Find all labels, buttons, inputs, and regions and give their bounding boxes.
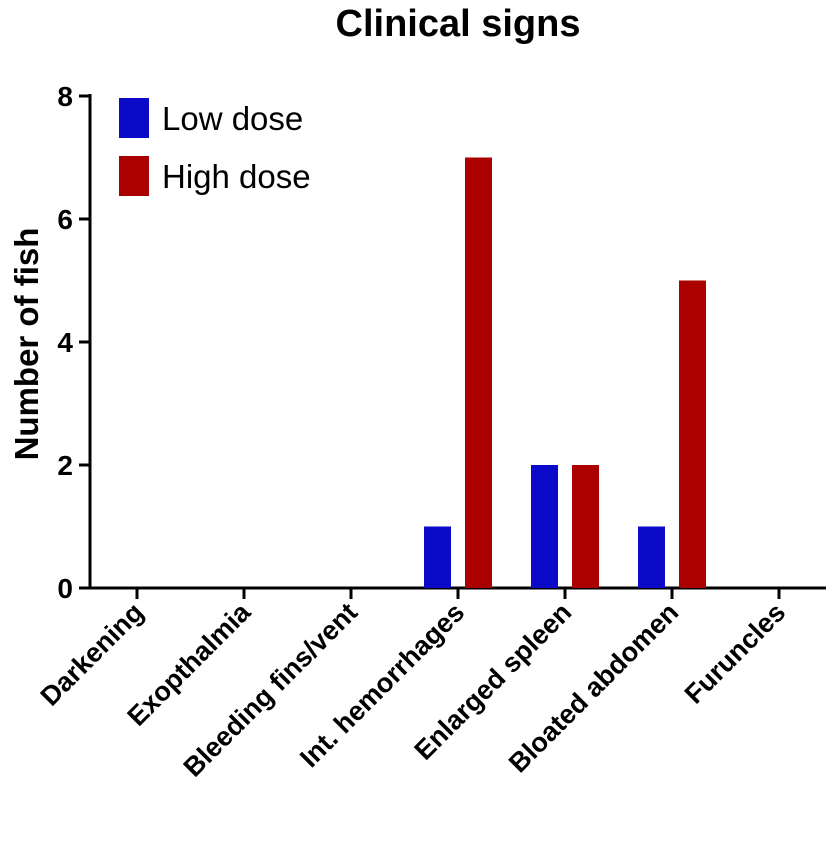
bar-high-dose-int-hemorrhages	[465, 157, 492, 588]
y-tick-label: 4	[57, 327, 73, 358]
y-tick-label: 8	[57, 81, 73, 112]
y-axis-label: Number of fish	[8, 228, 45, 461]
bar-low-dose-int-hemorrhages	[424, 526, 451, 588]
legend-swatch-high-dose	[119, 156, 149, 196]
legend: Low dose High dose	[119, 98, 311, 196]
bars	[424, 157, 706, 588]
legend-label-high-dose: High dose	[162, 158, 311, 195]
bar-low-dose-bloated-abdomen	[638, 526, 665, 588]
y-tick-label: 0	[57, 573, 73, 604]
x-tick-label-darkening: Darkening	[35, 597, 150, 712]
y-tick-label: 2	[57, 450, 73, 481]
x-tick-label-furuncles: Furuncles	[679, 597, 791, 709]
bar-high-dose-bloated-abdomen	[679, 280, 706, 588]
chart-title: Clinical signs	[336, 3, 581, 45]
bar-low-dose-enlarged-spleen	[531, 465, 558, 588]
legend-label-low-dose: Low dose	[162, 100, 303, 137]
x-tick-label-bleeding-fins-vent: Bleeding fins/vent	[178, 597, 364, 783]
y-axis: 0 2 4 6 8	[57, 81, 92, 604]
legend-swatch-low-dose	[119, 98, 149, 138]
bar-high-dose-enlarged-spleen	[572, 465, 599, 588]
y-tick-label: 6	[57, 204, 73, 235]
